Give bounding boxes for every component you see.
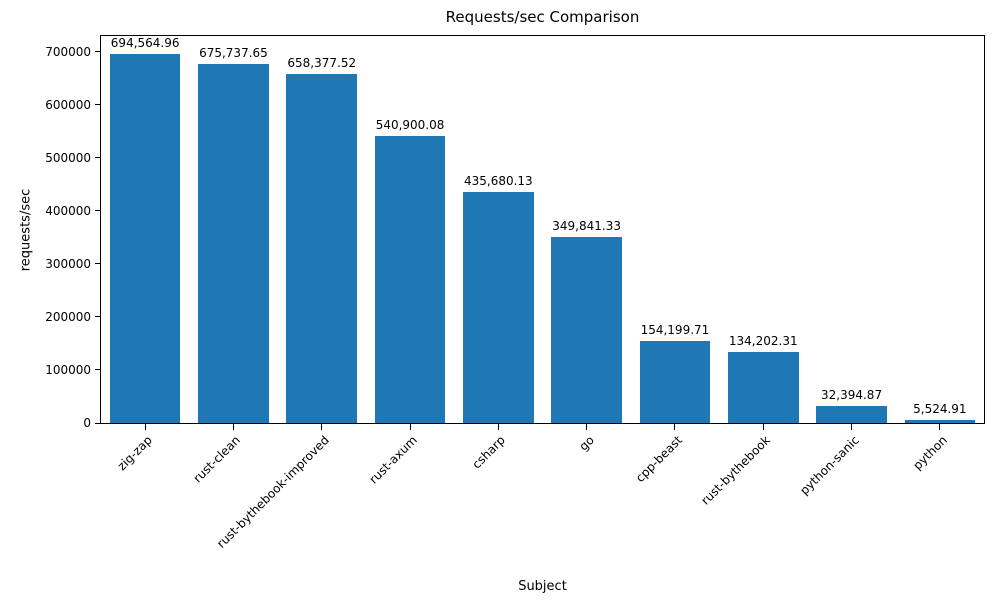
bar — [463, 191, 534, 423]
y-tick-mark — [95, 51, 101, 53]
x-tick-label: python-sanic — [796, 433, 862, 498]
bar — [374, 135, 446, 423]
x-tick-mark — [497, 424, 499, 430]
y-tick-mark — [95, 157, 101, 159]
x-tick-mark — [762, 424, 764, 430]
y-tick-mark — [95, 422, 101, 424]
bar-value-label: 675,737.65 — [199, 46, 268, 61]
y-tick-label: 700000 — [45, 44, 91, 59]
bar-value-label: 435,680.13 — [463, 173, 533, 188]
bar-value-label: 540,900.08 — [375, 117, 445, 132]
x-tick-label: rust-clean — [190, 433, 244, 486]
y-tick-label: 600000 — [45, 97, 91, 112]
y-tick-label: 500000 — [45, 150, 91, 165]
plot-area: 0 100000 200000 300000 400000 500000 600000 700… — [45, 35, 985, 551]
bar — [639, 341, 711, 423]
bar — [109, 54, 181, 423]
y-tick-label: 200000 — [45, 309, 91, 324]
y-tick-label: 400000 — [45, 203, 91, 218]
x-tick-mark — [232, 424, 234, 430]
x-tick-label: zig-zap — [114, 433, 156, 474]
x-tick-label: go — [576, 433, 597, 454]
bar-value-label: 32,394.87 — [821, 387, 883, 402]
y-tick-label: 0 — [83, 416, 91, 430]
x-axis-label: Subject — [518, 579, 567, 594]
bar-value-label: 5,524.91 — [913, 402, 967, 417]
x-tick-label: cpp-beast — [632, 433, 685, 485]
x-tick-mark — [939, 424, 941, 430]
bar — [551, 237, 622, 423]
x-tick-mark — [851, 424, 853, 430]
y-tick-mark — [95, 316, 101, 318]
y-tick-label: 100000 — [45, 362, 91, 377]
bar-value-label: 154,199.71 — [640, 323, 710, 338]
bar — [286, 73, 358, 423]
bar-value-label: 658,377.52 — [287, 55, 357, 70]
x-tick-label: rust-axum — [366, 433, 420, 487]
bar-value-label: 694,564.96 — [110, 36, 180, 51]
y-tick-mark — [95, 369, 101, 371]
x-tick-mark — [409, 424, 411, 430]
x-tick-label: rust-bythebook — [698, 433, 774, 508]
x-tick-mark — [674, 424, 676, 430]
bar — [198, 64, 269, 423]
y-tick-mark — [95, 263, 101, 265]
bar-value-label: 349,841.33 — [552, 219, 621, 234]
y-tick-mark — [95, 104, 101, 106]
x-tick-label: csharp — [469, 433, 509, 472]
x-tick-label: rust-bythebook-improved — [213, 433, 332, 551]
x-tick-mark — [321, 424, 323, 430]
bar — [904, 420, 976, 423]
bar-value-label: 134,202.31 — [728, 333, 798, 348]
y-tick-mark — [95, 210, 101, 212]
x-tick-label: python — [910, 433, 950, 473]
y-tick-label: 300000 — [45, 256, 91, 271]
bar — [727, 351, 799, 423]
x-tick-mark — [586, 424, 588, 430]
chart-title: Requests/sec Comparison — [445, 8, 640, 26]
x-tick-mark — [144, 424, 146, 430]
bar — [816, 405, 887, 423]
